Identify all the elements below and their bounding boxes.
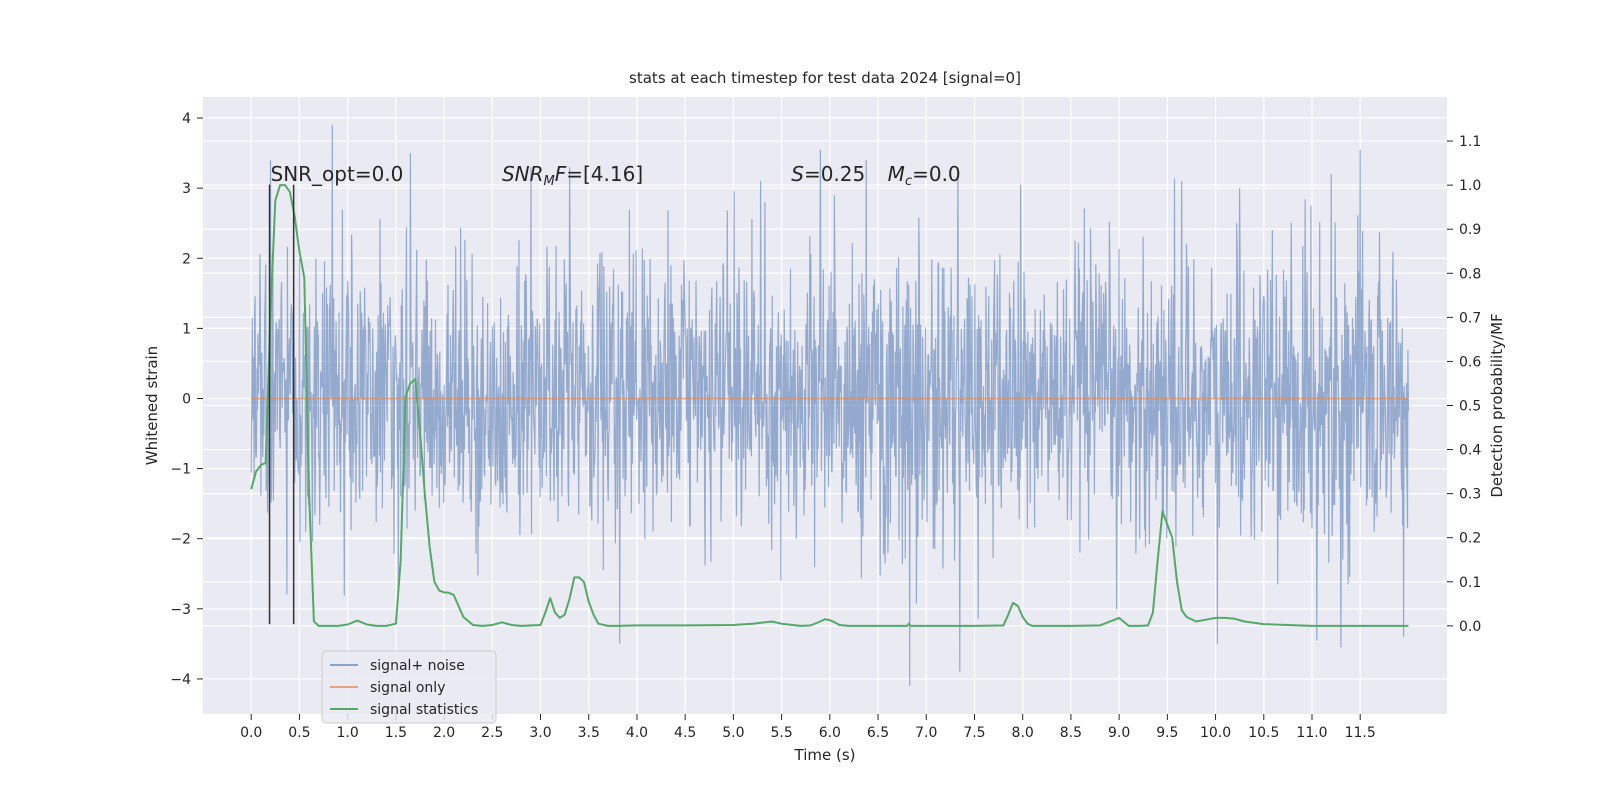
y-axis-right-ticks: 1.1 1.0 0.9 0.8 0.7 0.6 0.5 0.4 0.3 0.2 0.1 0.0 [1447, 134, 1481, 635]
y-left-tick-label: −3 [170, 602, 191, 618]
y-right-tick-label: 0.9 [1459, 222, 1481, 238]
x-tick-label: 7.0 [915, 725, 937, 741]
x-tick-label: 7.5 [963, 725, 985, 741]
x-axis-ticks: 0.0 0.5 1.0 1.5 2.0 2.5 3.0 3.5 4.0 4.5 5.0 5.5 6.0 6… [240, 714, 1376, 741]
y-left-tick-label: 0 [182, 391, 191, 407]
legend: signal+ noise signal only signal statistic… [321, 650, 497, 724]
x-tick-label: 1.5 [385, 725, 407, 741]
x-tick-label: 5.5 [770, 725, 792, 741]
series-signal-noise [250, 124, 1409, 687]
legend-item: signal+ noise [330, 658, 465, 674]
x-axis-label: Time (s) [794, 746, 856, 764]
x-tick-label: 11.5 [1345, 725, 1376, 741]
legend-label: signal+ noise [370, 658, 465, 674]
y-left-tick-label: −4 [170, 672, 191, 688]
legend-item: signal statistics [330, 702, 478, 718]
y-right-tick-label: 0.2 [1459, 531, 1481, 547]
y-right-tick-label: 1.1 [1459, 134, 1481, 150]
y-right-tick-label: 0.1 [1459, 575, 1481, 591]
y-left-tick-label: 3 [182, 181, 191, 197]
series-signal-statistics [250, 184, 1409, 627]
y-right-tick-label: 0.8 [1459, 266, 1481, 282]
y-right-tick-label: 0.4 [1459, 443, 1481, 459]
series-line [250, 124, 1409, 687]
x-tick-label: 9.5 [1156, 725, 1178, 741]
legend-label: signal statistics [370, 702, 478, 718]
y-right-tick-label: 0.3 [1459, 487, 1481, 503]
y-right-tick-label: 0.6 [1459, 354, 1481, 370]
x-tick-label: 2.0 [433, 725, 455, 741]
vlines-layer [268, 184, 295, 625]
x-tick-label: 1.0 [337, 725, 359, 741]
chart-title: stats at each timestep for test data 202… [629, 69, 1021, 87]
y-axis-right-label: Detection probability/MF [1488, 313, 1506, 497]
x-tick-label: 9.0 [1108, 725, 1130, 741]
x-tick-label: 4.0 [626, 725, 648, 741]
x-tick-label: 3.0 [529, 725, 551, 741]
x-tick-label: 0.5 [288, 725, 310, 741]
y-right-tick-label: 1.0 [1459, 178, 1481, 194]
x-tick-label: 10.5 [1248, 725, 1279, 741]
y-left-tick-label: −1 [170, 462, 191, 478]
x-tick-label: 10.0 [1200, 725, 1231, 741]
x-tick-label: 2.5 [481, 725, 503, 741]
y-left-tick-label: −2 [170, 532, 191, 548]
x-tick-label: 8.5 [1060, 725, 1082, 741]
series-layer [250, 124, 1409, 687]
y-right-tick-label: 0.5 [1459, 399, 1481, 415]
x-tick-label: 0.0 [240, 725, 262, 741]
annotations: SNR_opt=0.0 SNRMF=[4.16] S=0.25 Mc=0.0 [271, 162, 961, 189]
legend-box [321, 650, 497, 724]
x-tick-label: 8.0 [1012, 725, 1034, 741]
y-left-tick-label: 2 [182, 251, 191, 267]
x-tick-label: 5.0 [722, 725, 744, 741]
x-tick-label: 6.5 [867, 725, 889, 741]
x-tick-label: 3.5 [578, 725, 600, 741]
series-line [250, 184, 1409, 627]
y-right-tick-label: 0.7 [1459, 310, 1481, 326]
y-left-tick-label: 4 [182, 111, 191, 127]
annotation-text: SNRMF=[4.16] [502, 162, 643, 189]
x-tick-label: 11.0 [1296, 725, 1327, 741]
x-tick-label: 6.0 [819, 725, 841, 741]
y-axis-left-label: Whitened strain [143, 346, 161, 465]
legend-item: signal only [330, 680, 445, 696]
annotation-text: S=0.25 [791, 162, 865, 186]
y-left-tick-label: 1 [182, 321, 191, 337]
legend-label: signal only [370, 680, 445, 696]
annotation-text: Mc=0.0 [888, 162, 961, 189]
y-right-tick-label: 0.0 [1459, 619, 1481, 635]
y-axis-left-ticks: 4 3 2 1 0 −1 −2 −3 −4 [170, 111, 203, 688]
x-tick-label: 4.5 [674, 725, 696, 741]
annotation-text: SNR_opt=0.0 [271, 162, 404, 186]
